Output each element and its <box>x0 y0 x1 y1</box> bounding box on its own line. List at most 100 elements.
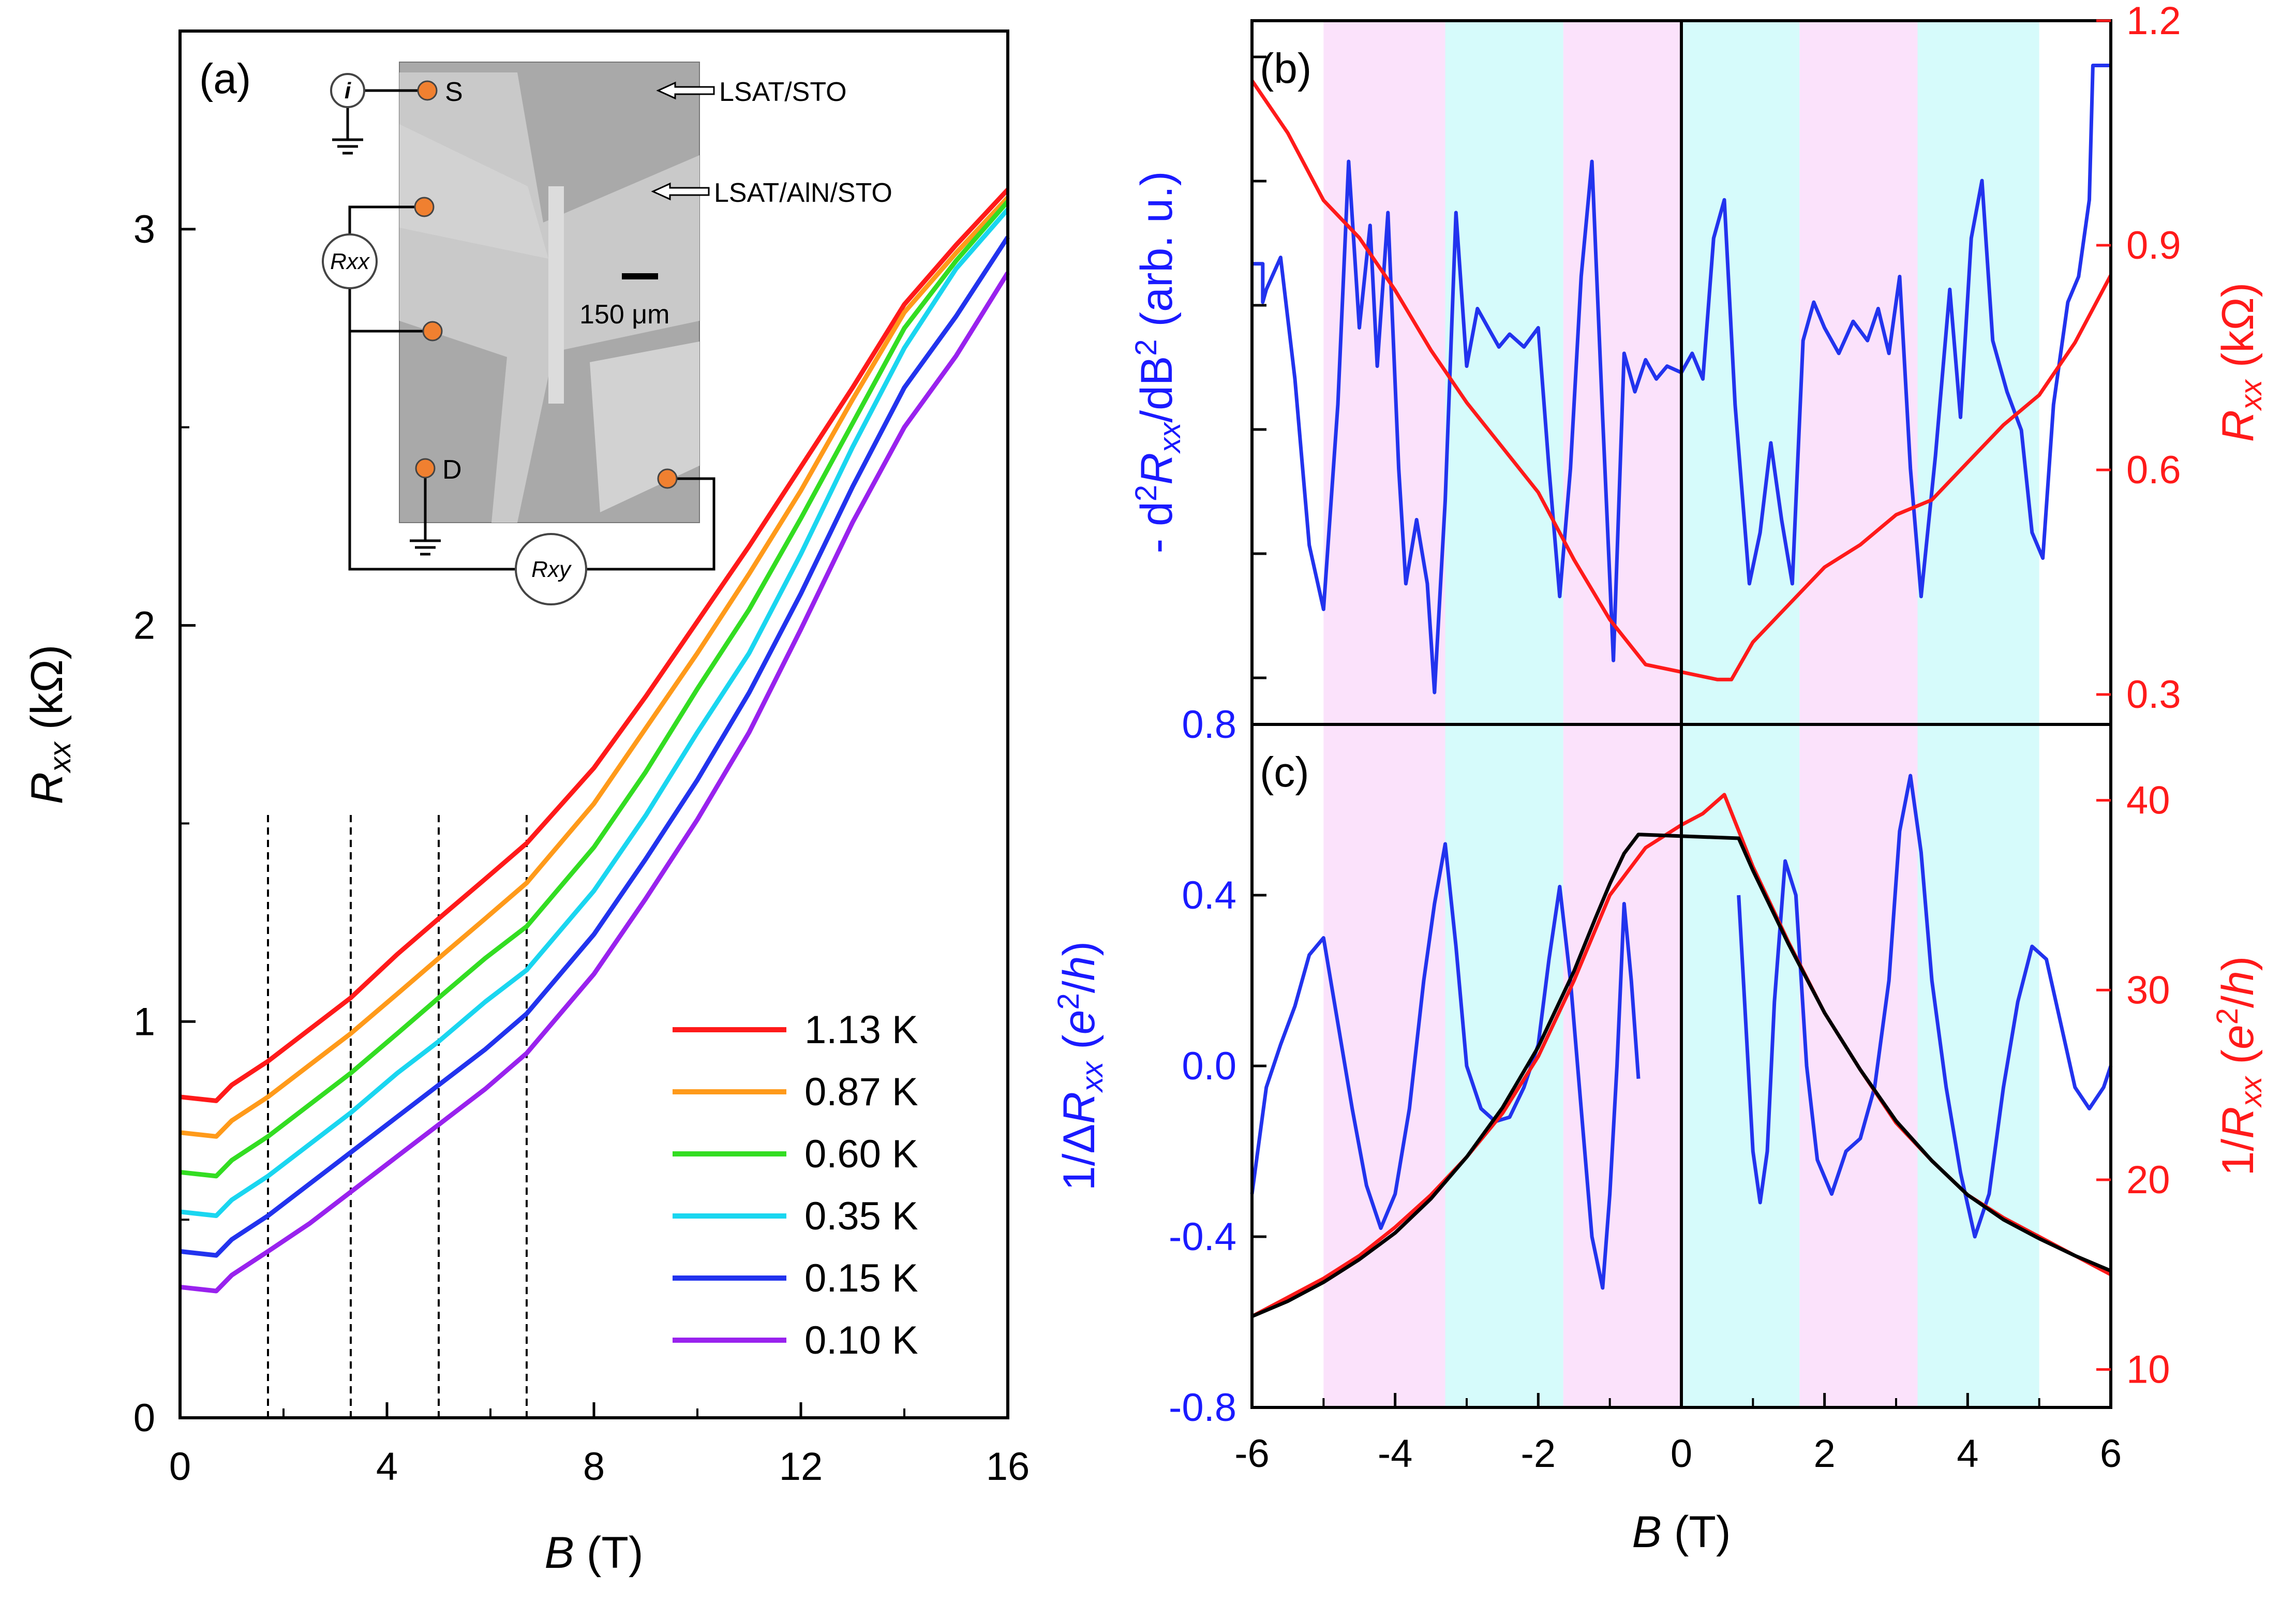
x-tick-label: 4 <box>376 1445 398 1489</box>
right-axis-title: 1/Rxx (e2/h) <box>2211 956 2268 1176</box>
right-tick-label: 0.3 <box>2126 673 2181 717</box>
left-ticks: -0.8 -0.4 0.0 0.4 0.8 <box>1169 703 1266 1430</box>
wire <box>587 477 715 571</box>
x-tick-label: 4 <box>1957 1432 1978 1476</box>
panel-label-a: (a) <box>199 55 251 102</box>
label-lsat-aln-sto: LSAT/AlN/STO <box>714 178 892 208</box>
legend: 1.13 K 0.87 K 0.60 K 0.35 K 0.15 K 0.10 K <box>673 1008 918 1362</box>
y-axis-title: Rxx (kΩ) <box>22 645 77 805</box>
band-cyan <box>1681 724 1800 1407</box>
series-line-060K <box>180 200 1010 1179</box>
legend-label: 0.10 K <box>804 1318 918 1362</box>
x-tick-label: 6 <box>2100 1432 2122 1476</box>
series-line-035K <box>180 207 1010 1218</box>
x-tick-label: 2 <box>1814 1432 1836 1476</box>
contact-pad <box>415 458 436 479</box>
panel-label-c: (c) <box>1260 749 1309 796</box>
legend-label: 0.87 K <box>804 1070 918 1114</box>
series-line-113K <box>180 188 1010 1103</box>
band-pink <box>1323 724 1445 1407</box>
legend-label: 0.15 K <box>804 1256 918 1300</box>
right-tick-label: 20 <box>2126 1158 2170 1202</box>
band-pink <box>1323 21 1445 724</box>
panel-label-b: (b) <box>1260 45 1311 92</box>
current-source-label: i <box>345 78 351 103</box>
x-tick-label: 8 <box>583 1445 605 1489</box>
x-tick-label: -2 <box>1521 1432 1556 1476</box>
left-tick-label: 0.0 <box>1182 1044 1236 1088</box>
left-axis-title: - d2Rxx/dB2 (arb. u.) <box>1129 171 1187 553</box>
device-pattern <box>399 124 548 259</box>
right-ticks: 10 20 30 40 <box>2096 779 2170 1392</box>
series-line-015K <box>180 235 1010 1258</box>
x-tick-label: -4 <box>1378 1432 1413 1476</box>
contact-pad <box>657 468 678 489</box>
x-tick-label: 0 <box>169 1445 191 1489</box>
scale-bar-label: 150 μm <box>579 300 669 330</box>
right-tick-label: 30 <box>2126 968 2170 1012</box>
current-source-circle <box>330 73 365 108</box>
x-axis-title: B (T) <box>1632 1507 1731 1557</box>
contact-pad <box>422 321 443 342</box>
device-inset: 150 μm LSAT/STO LSAT/AlN/STO <box>322 62 892 605</box>
y-tick-label: 3 <box>133 207 155 251</box>
rxx-meter-circle <box>322 233 378 289</box>
legend-label: 1.13 K <box>804 1008 918 1052</box>
wire <box>410 468 441 556</box>
wire <box>348 205 424 235</box>
right-ticks: 0.3 0.6 0.9 1.2 <box>2096 0 2181 717</box>
left-tick-label: -0.4 <box>1169 1215 1236 1259</box>
legend-label: 0.60 K <box>804 1132 918 1176</box>
series-line-rxx <box>1250 79 2113 681</box>
series-group <box>1250 64 2113 694</box>
panel-c: -0.8 -0.4 0.0 0.4 0.8 10 20 30 40 -6 -4 -2 0 2 4 6 (c… <box>1052 703 2268 1557</box>
y-ticks: 0 1 2 3 <box>133 207 196 1440</box>
y-tick-label: 2 <box>133 604 155 648</box>
x-tick-label: 16 <box>986 1445 1030 1489</box>
arrow-icon <box>656 81 715 100</box>
band-pink <box>1563 724 1681 1407</box>
wire <box>348 331 515 571</box>
rxx-meter-label: Rxx <box>330 249 370 274</box>
series-line-fit-curve <box>1251 833 2112 1318</box>
right-tick-label: 1.2 <box>2126 0 2181 43</box>
contact-pad <box>417 80 438 101</box>
wire <box>332 106 363 155</box>
hall-bar <box>548 186 564 404</box>
y-tick-label: 1 <box>133 1000 155 1044</box>
series-line-inv-delta-rxx-neg <box>1250 842 1641 1290</box>
rxy-meter-circle <box>515 533 587 605</box>
y-tick-label: 0 <box>133 1396 155 1440</box>
x-tick-label: -6 <box>1234 1432 1270 1476</box>
device-pattern <box>590 342 699 512</box>
left-ticks <box>1252 55 1266 679</box>
band-cyan <box>1445 724 1563 1407</box>
right-tick-label: 40 <box>2126 779 2170 823</box>
series-group <box>1250 774 2113 1318</box>
x-tick-label: 12 <box>779 1445 823 1489</box>
band-cyan <box>1445 21 1563 724</box>
left-axis-title: 1/ΔRxx (e2/h) <box>1052 941 1109 1191</box>
series-line-second-derivative <box>1252 64 2111 694</box>
x-axis-title: B (T) <box>544 1528 643 1578</box>
label-lsat-sto: LSAT/STO <box>719 77 847 107</box>
series-line-010K <box>180 271 1010 1294</box>
scale-bar <box>622 273 658 279</box>
panel-b: 0.3 0.6 0.9 1.2 (b) - d2Rxx/dB2 (arb. u.) R… <box>1129 0 2268 726</box>
series-group <box>180 188 1010 1294</box>
arrow-icon <box>651 182 710 201</box>
left-tick-label: 0.4 <box>1182 873 1236 917</box>
label-drain: D <box>442 455 462 485</box>
left-tick-label: -0.8 <box>1169 1386 1236 1430</box>
band-cyan <box>1917 21 2039 724</box>
series-line-inv-delta-rxx-pos <box>1737 774 2113 1239</box>
right-axis-title: Rxx (kΩ) <box>2213 283 2268 442</box>
left-tick-label: 0.8 <box>1182 703 1236 747</box>
legend-label: 0.35 K <box>804 1194 918 1238</box>
series-line-087K <box>180 196 1010 1139</box>
right-tick-label: 0.9 <box>2126 224 2181 268</box>
band-cyan <box>1917 724 2039 1407</box>
label-source: S <box>445 77 463 107</box>
